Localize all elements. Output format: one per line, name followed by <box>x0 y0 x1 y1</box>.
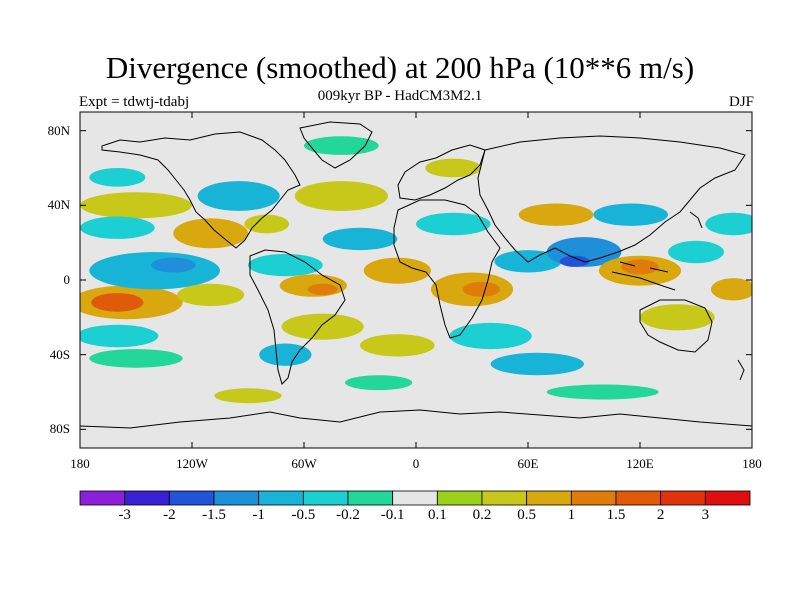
x-tick-label: 0 <box>412 456 420 471</box>
colorbar-swatch <box>570 490 617 506</box>
x-tick-label: 60E <box>517 456 539 471</box>
field-patch <box>360 334 435 357</box>
field-patch <box>89 349 183 368</box>
y-tick-label: 0 <box>63 272 71 287</box>
colorbar-label: 0.5 <box>517 507 537 523</box>
field-patch <box>345 375 413 391</box>
colorbar-swatch <box>615 490 662 506</box>
colorbar-label: 2 <box>656 507 665 523</box>
colorbar-label: 0.1 <box>427 507 447 523</box>
field-patch <box>80 324 159 348</box>
coastline-south-america <box>249 249 346 385</box>
field-patch <box>294 181 389 211</box>
field-patch <box>363 257 431 284</box>
colorbar-swatch <box>436 490 483 506</box>
field-patch <box>259 343 312 366</box>
field-patch <box>668 240 724 264</box>
coastline-north-america <box>101 131 301 249</box>
colorbar-label: -0.1 <box>380 507 405 523</box>
coastline-antarctica <box>80 409 752 429</box>
field-patch <box>214 388 282 404</box>
field-patch <box>197 181 280 211</box>
colorbar-label: 1.5 <box>606 507 626 523</box>
field-patch <box>546 384 659 400</box>
colorbar-swatch <box>213 490 260 506</box>
field-patch <box>150 257 196 273</box>
coastline-japan <box>689 211 703 229</box>
colorbar-swatch <box>704 490 751 506</box>
colorbar-swatch <box>660 490 706 506</box>
colorbar-swatch <box>79 490 126 506</box>
field-patch <box>490 352 584 376</box>
field-patch <box>640 304 715 331</box>
colorbar-swatch <box>347 490 394 506</box>
field-patch <box>518 203 594 226</box>
field-patch <box>449 322 532 350</box>
coastline-indonesia <box>611 261 676 291</box>
field-patch <box>89 168 146 187</box>
chart-title: Divergence (smoothed) at 200 hPa (10**6 … <box>105 50 695 85</box>
colorbar-swatch <box>481 490 528 506</box>
y-tick-label: 40N <box>47 197 70 213</box>
field-patch <box>710 278 752 301</box>
colorbar-label: 1 <box>567 507 576 523</box>
x-tick-label: 120E <box>626 456 654 471</box>
colorbar-label: 0.2 <box>472 507 492 523</box>
colorbar-label: 3 <box>701 507 710 523</box>
colorbar-label: -0.5 <box>291 507 316 523</box>
season-label: DJF <box>728 94 754 110</box>
field-patch <box>281 313 364 340</box>
x-tick-label: 180 <box>70 456 90 471</box>
coastline-australia <box>639 299 713 353</box>
field-patch <box>593 203 669 226</box>
coastlines <box>80 121 752 429</box>
field-patch <box>462 281 501 297</box>
y-tick-label: 40S <box>49 346 70 362</box>
colorbar <box>79 490 751 506</box>
y-tick-label: 80N <box>47 122 70 138</box>
coastline-greenland <box>299 121 373 169</box>
y-tick-label: 80S <box>49 421 70 437</box>
x-tick-label: 60W <box>291 456 317 471</box>
field-patch <box>621 259 659 275</box>
field-patch <box>559 255 590 267</box>
experiment-label: Expt = tdwtj-tdabj <box>79 94 190 110</box>
field-patch <box>425 158 482 178</box>
field-patch <box>705 212 752 236</box>
field-patch <box>80 216 155 239</box>
colorbar-swatch <box>124 490 170 506</box>
coastline-new-zealand <box>737 359 745 381</box>
axis-ticks <box>79 112 753 448</box>
colorbar-swatch <box>168 490 215 506</box>
field-patch <box>248 253 323 277</box>
coastline-africa <box>393 199 501 339</box>
chart-subtitle: 009kyr BP - HadCM3M2.1 <box>317 88 483 104</box>
field-patch <box>91 293 144 312</box>
field-patch <box>416 212 491 236</box>
field-patch <box>322 227 398 251</box>
colorbar-swatch <box>258 490 304 506</box>
colorbar-label: -0.2 <box>336 507 360 523</box>
x-tick-label: 180 <box>742 456 762 471</box>
colorbar-swatch <box>526 490 572 506</box>
field-patch <box>80 192 192 219</box>
x-tick-label: 120W <box>176 456 208 471</box>
field-patch <box>307 283 338 295</box>
colorbar-label: -3 <box>118 507 131 523</box>
divergence-field <box>80 136 752 404</box>
colorbar-swatch <box>392 490 438 506</box>
colorbar-swatch <box>302 490 349 506</box>
field-patch <box>177 283 245 307</box>
field-patch <box>244 214 290 234</box>
colorbar-label: -2 <box>163 507 176 523</box>
colorbar-label: -1 <box>252 507 265 523</box>
coastline-asia <box>477 135 746 263</box>
field-patch <box>173 218 248 249</box>
colorbar-label: -1.5 <box>202 507 226 523</box>
field-patch <box>89 251 220 290</box>
